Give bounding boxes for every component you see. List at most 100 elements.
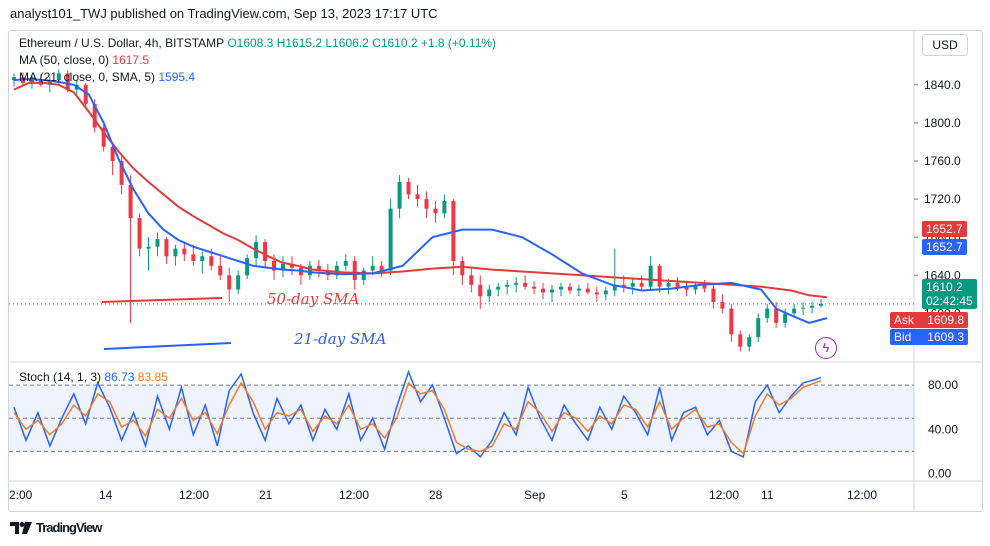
ask-tag: Ask 1609.8 xyxy=(890,312,968,328)
candle-body xyxy=(415,194,420,200)
candle-body xyxy=(693,284,698,290)
candle-body xyxy=(334,265,339,276)
candle-body xyxy=(29,79,34,83)
stoch-d-value: 83.85 xyxy=(137,370,168,384)
candle-body xyxy=(729,308,734,335)
time-tick-label: 21 xyxy=(259,488,273,502)
price-tick-label: 1840.0 xyxy=(924,78,961,92)
time-tick-label: 12:00 xyxy=(709,488,739,502)
candle-body xyxy=(505,284,510,287)
bid-tag: Bid 1609.3 xyxy=(890,329,968,345)
candle-body xyxy=(12,77,16,81)
candle-body xyxy=(110,146,115,161)
sma50-line xyxy=(13,81,828,299)
candle-body xyxy=(550,289,555,293)
candle-body xyxy=(370,265,375,271)
time-tick-label: 12:00 xyxy=(847,488,877,502)
time-tick-label: 11 xyxy=(761,488,774,502)
price-tick-label: 1720.0 xyxy=(924,192,961,206)
close-value: C1610.2 xyxy=(372,36,418,50)
candle-body xyxy=(469,275,474,285)
ohlc-legend[interactable]: Ethereum / U.S. Dollar, 4h, BITSTAMP O16… xyxy=(19,36,496,50)
time-tick-label: 12:00 xyxy=(339,488,369,502)
candle-body xyxy=(433,208,438,214)
stoch-legend[interactable]: Stoch (14, 1, 3) 86.73 83.85 xyxy=(19,370,168,384)
change-value: +1.8 (+0.11%) xyxy=(420,36,497,50)
candle-body xyxy=(702,284,707,289)
candle-body xyxy=(307,265,312,276)
symbol-label: Ethereum / U.S. Dollar, 4h, BITSTAMP xyxy=(19,36,224,50)
chart-frame: 1840.01800.01760.01720.01680.01640.01600… xyxy=(8,30,983,512)
ma50-label: MA (50, close, 0) xyxy=(19,53,110,67)
candle-body xyxy=(783,313,788,323)
sma50-annotation: 50-day SMA xyxy=(267,290,360,308)
candle-body xyxy=(765,308,770,319)
candle-body xyxy=(810,305,815,308)
candle-body xyxy=(236,275,241,290)
candle-body xyxy=(316,265,321,271)
candle-body xyxy=(684,286,689,290)
candle-body xyxy=(657,265,662,287)
candle-body xyxy=(621,284,626,287)
candle-body xyxy=(406,181,411,195)
candle-body xyxy=(567,286,572,291)
stoch-tick-label: 80.00 xyxy=(928,378,958,392)
candle-body xyxy=(720,301,725,309)
candle-body xyxy=(774,308,779,323)
candle-body xyxy=(487,289,492,297)
last-price-tag: 1610.2 02:42:45 xyxy=(922,279,977,309)
ma21-value: 1595.4 xyxy=(158,70,196,84)
tradingview-brand[interactable]: TradingView xyxy=(36,520,102,535)
chart-svg[interactable]: 1840.01800.01760.01720.01680.01640.01600… xyxy=(9,31,983,512)
candle-body xyxy=(558,286,563,290)
candle-body xyxy=(675,282,680,287)
candle-body xyxy=(218,265,223,276)
candle-body xyxy=(155,239,160,247)
candle-body xyxy=(101,127,106,147)
candle-body xyxy=(209,256,214,266)
sma50-annotation-line xyxy=(101,297,223,303)
ma21-price-tag: 1652.7 xyxy=(922,239,967,255)
candle-body xyxy=(541,288,546,293)
candle-body xyxy=(460,261,465,276)
candle-body xyxy=(200,256,205,261)
candle-body xyxy=(630,282,635,287)
bid-label: Bid xyxy=(894,330,912,344)
candle-body xyxy=(585,288,590,293)
bar-countdown: 02:42:45 xyxy=(926,294,973,308)
ma50-legend[interactable]: MA (50, close, 0) 1617.5 xyxy=(19,53,149,67)
ma21-label: MA (21, close, 0, SMA, 5) xyxy=(19,70,156,84)
candle-body xyxy=(576,288,581,291)
time-tick-label: 2:00 xyxy=(9,488,33,502)
ask-label: Ask xyxy=(894,313,915,327)
sma21-annotation: 21-day SMA xyxy=(294,330,387,348)
sma21-annotation-line xyxy=(103,342,232,350)
candle-body xyxy=(47,80,52,85)
time-tick-label: 14 xyxy=(99,488,113,502)
stoch-k-value: 86.73 xyxy=(104,370,135,384)
lightning-bolt-icon[interactable]: ϟ xyxy=(815,337,837,359)
candle-body xyxy=(379,265,384,271)
stoch-k-line xyxy=(13,369,822,459)
tradingview-logo-icon[interactable] xyxy=(10,521,32,534)
publish-caption: analyst101_TWJ published on TradingView.… xyxy=(10,6,438,21)
candle-body xyxy=(397,181,402,209)
price-tick-label: 1640.0 xyxy=(924,268,961,282)
candle-body xyxy=(56,73,61,81)
time-tick-label: 5 xyxy=(621,488,628,502)
candle-body xyxy=(388,208,393,271)
ma21-legend[interactable]: MA (21, close, 0, SMA, 5) 1595.4 xyxy=(19,70,195,84)
price-tick-label: 1800.0 xyxy=(924,116,961,130)
candle-body xyxy=(128,184,133,219)
candle-body xyxy=(424,199,429,209)
candle-body xyxy=(343,261,348,266)
stoch-tick-label: 0.00 xyxy=(928,466,952,480)
candle-body xyxy=(245,258,250,276)
open-value: O1608.3 xyxy=(227,36,274,50)
candle-body xyxy=(361,270,366,281)
currency-button[interactable]: USD xyxy=(922,34,968,56)
candle-body xyxy=(478,284,483,297)
candle-body xyxy=(648,265,653,287)
stoch-d-line xyxy=(13,379,822,455)
high-value: H1615.2 xyxy=(276,36,323,50)
